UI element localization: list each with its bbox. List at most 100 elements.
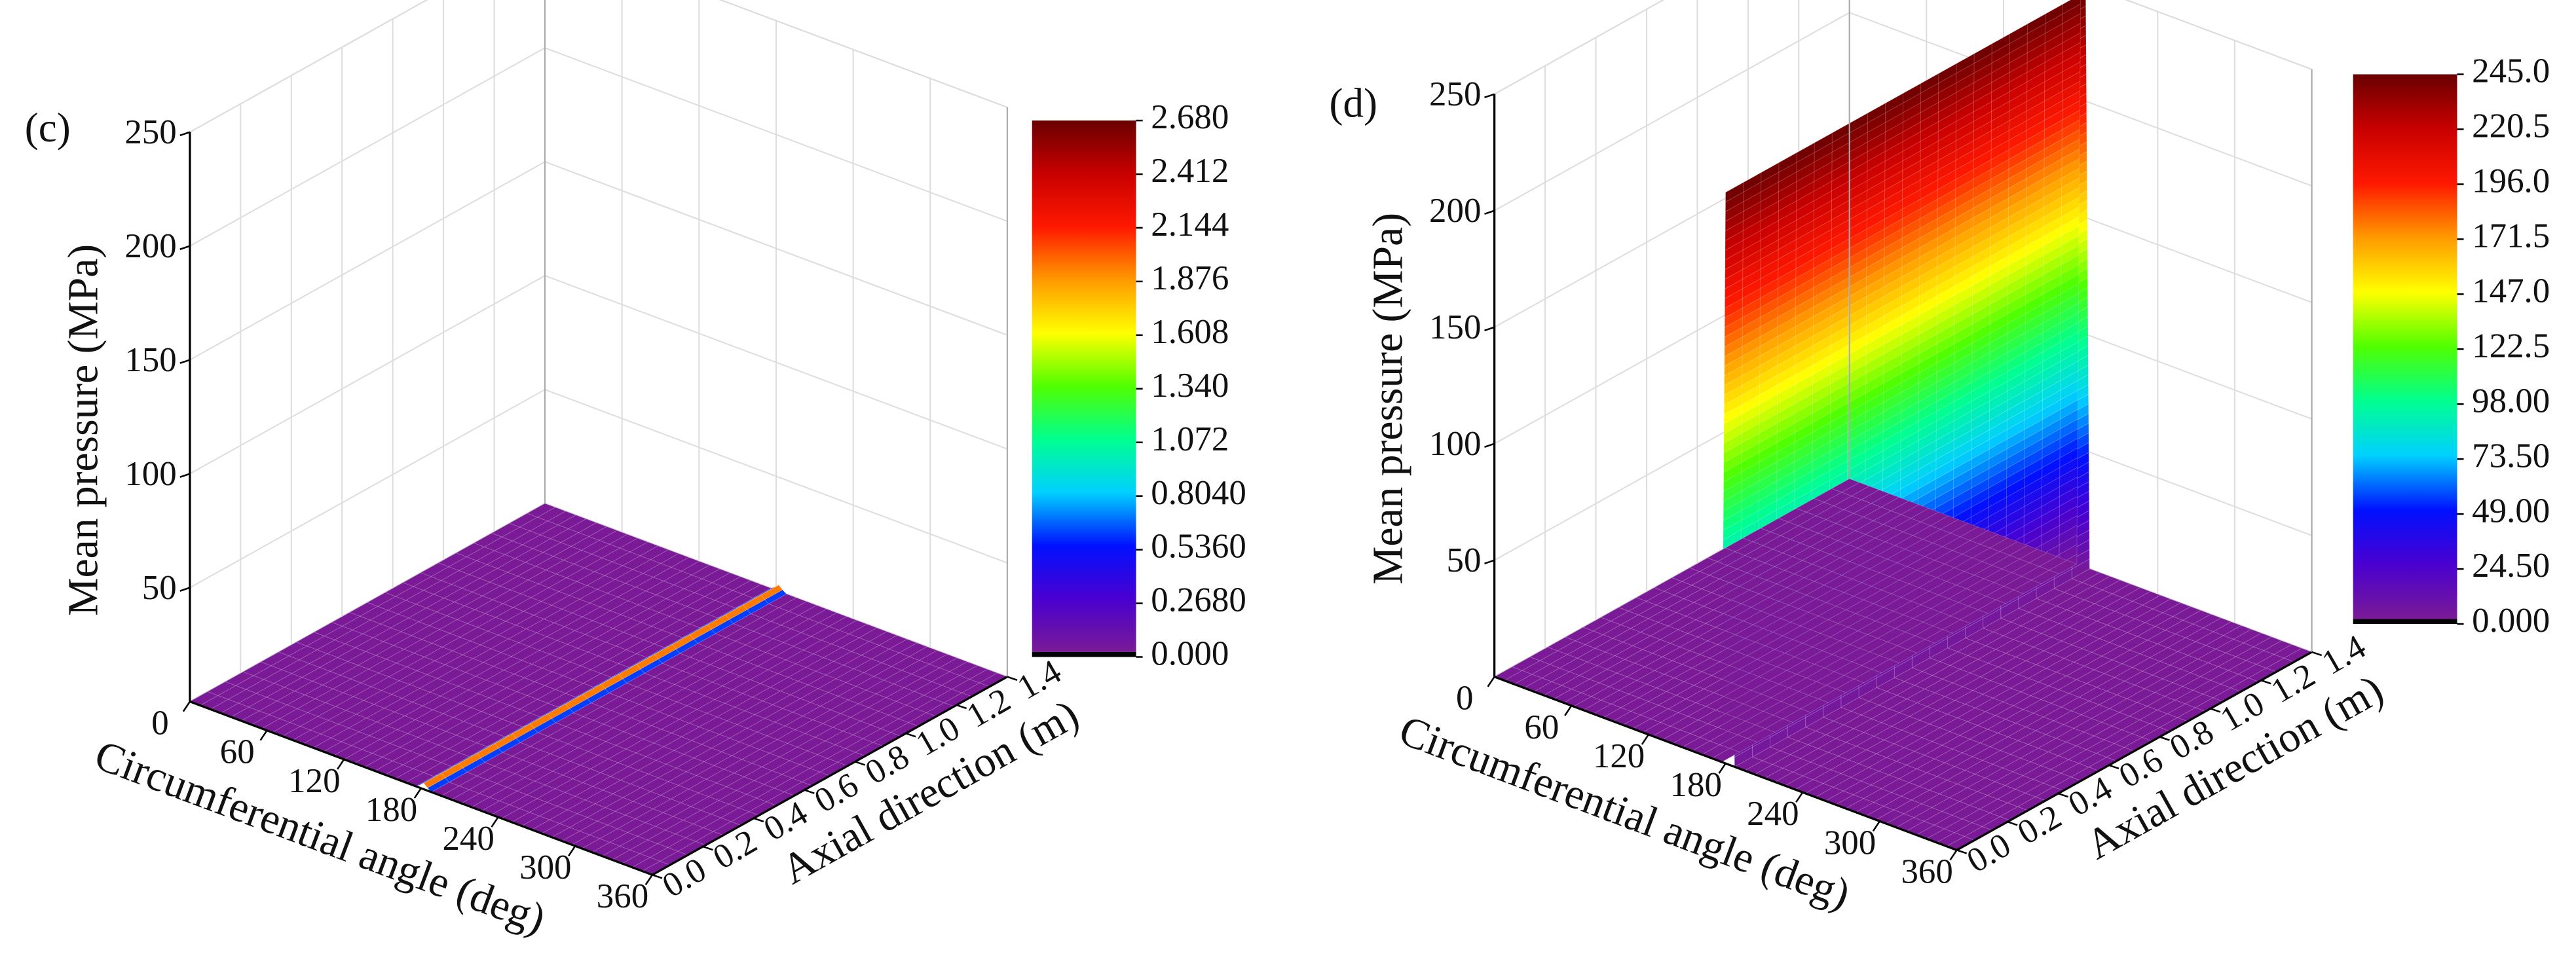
colorbar-end (1032, 651, 1136, 657)
surface-cell (365, 708, 396, 723)
surface-cell (390, 684, 420, 699)
surface-cell (348, 602, 379, 617)
z-tick (179, 359, 191, 364)
surface-cell (855, 676, 885, 691)
colorbar-tick-label: 1.608 (1151, 313, 1229, 351)
surface-cell (331, 611, 361, 627)
surface-cell (346, 651, 377, 666)
colorbar-tick-label: 1.072 (1151, 420, 1229, 458)
surface-cell (842, 655, 872, 670)
panel-label: (c) (25, 105, 71, 151)
surface-cell (885, 687, 915, 702)
surface-cell (880, 652, 910, 667)
surface-cell (335, 696, 365, 711)
surface-cell (399, 737, 429, 752)
y-tick (652, 874, 663, 879)
surface-cell (859, 710, 889, 725)
surface-cell (365, 641, 394, 656)
surface-cell (405, 590, 435, 605)
surface-cell (969, 668, 998, 684)
surface-cell (852, 724, 882, 739)
x-tick (568, 845, 576, 856)
surface-cell (322, 674, 352, 689)
z-tick-label: 250 (1429, 75, 1481, 113)
colorbar-tick-label: 245.0 (2472, 52, 2550, 90)
surface-cell (269, 704, 299, 720)
surface-cell (299, 716, 329, 731)
colorbar-tick-label: 2.680 (1151, 98, 1229, 136)
surface-cell (913, 681, 943, 696)
surface-cell (352, 619, 381, 634)
colorbar-tick-label: 24.50 (2472, 547, 2550, 585)
x-tick (337, 759, 345, 770)
surface-cell (260, 651, 290, 666)
colorbar (2353, 74, 2457, 619)
surface-cell (928, 653, 958, 668)
surface-cell (893, 674, 923, 688)
colorbar-tick-label: 220.5 (2472, 107, 2550, 145)
surface-cell (375, 645, 405, 660)
colorbar-tick-label: 2.412 (1151, 152, 1229, 190)
surface-cell (895, 691, 925, 706)
surface-cell (329, 661, 359, 676)
surface-cell (263, 669, 293, 684)
colorbar-tick-label: 1.340 (1151, 367, 1229, 405)
surface-cell (405, 656, 436, 671)
x-tick (413, 788, 422, 799)
x-tick-label: 360 (597, 877, 648, 915)
colorbar-tick-label: 0.000 (1151, 635, 1229, 673)
x-tick-label: 120 (288, 762, 340, 800)
surface-cell (387, 600, 417, 615)
surface-cell (396, 719, 426, 734)
surface-cell (278, 642, 308, 657)
surface-cell (958, 665, 988, 680)
surface-cell (276, 691, 306, 706)
surface-cell (206, 681, 236, 696)
surface-cell (379, 729, 409, 744)
surface-cell (392, 635, 422, 650)
surface-cell (921, 667, 950, 682)
y-tick (855, 761, 866, 766)
colorbar-tick-label: 98.00 (2472, 382, 2550, 420)
y-tick (804, 789, 815, 794)
surface-cell (403, 705, 434, 720)
x-tick-label: 0 (151, 704, 168, 742)
surface-cell (304, 684, 334, 699)
surface-cell (838, 620, 868, 634)
surface-cell (910, 663, 941, 678)
colorbar-tick-label: 0.8040 (1151, 474, 1246, 512)
x-tick-label: 240 (442, 820, 494, 858)
surface-cell (409, 740, 439, 756)
surface-cell (401, 687, 431, 702)
surface-cell (337, 714, 367, 729)
z-tick-label: 50 (142, 569, 177, 607)
x-tick (1564, 705, 1573, 716)
surface-cell (939, 657, 968, 672)
surface-cell (409, 674, 438, 689)
surface-cell (402, 572, 432, 587)
surface-cell (887, 704, 917, 720)
surface-cell (330, 727, 360, 742)
surface-cell (289, 712, 319, 727)
surface-cell (848, 623, 878, 638)
surface-cell (834, 734, 864, 749)
surface-cell (225, 671, 254, 686)
x-tick-label: 60 (1524, 708, 1559, 746)
surface-cell (918, 650, 948, 665)
surface-cell (326, 643, 356, 658)
surface-cell (905, 695, 935, 710)
surface-cell (872, 666, 903, 681)
surface-cell (313, 622, 343, 637)
surface-cell (508, 513, 538, 528)
surface-cell (870, 648, 900, 663)
z-tick (179, 245, 191, 250)
colorbar-tick-label: 171.5 (2472, 217, 2550, 255)
surface-cell (865, 680, 895, 695)
surface-cell (357, 655, 387, 670)
surface-cell (853, 659, 882, 673)
colorbar-tick-label: 2.144 (1151, 206, 1229, 244)
surface-cell (286, 694, 316, 709)
surface-cell (848, 689, 877, 704)
